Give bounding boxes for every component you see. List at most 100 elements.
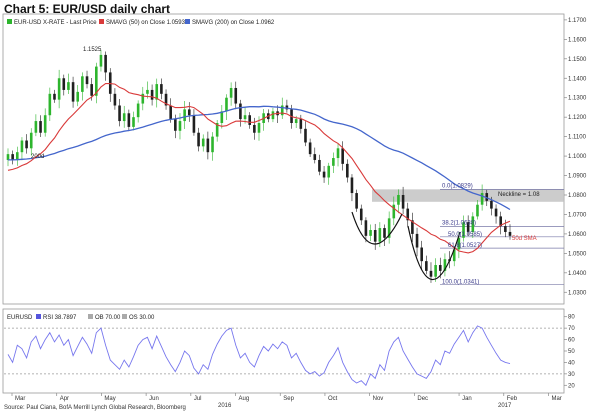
candle-body — [211, 136, 214, 153]
legend-swatch-price — [7, 19, 12, 24]
sma50-line — [7, 83, 511, 254]
candle-body — [150, 89, 154, 100]
year-label-2016: 2016 — [218, 403, 232, 409]
candle-body — [285, 105, 289, 110]
candle-body — [392, 204, 396, 219]
rsi-y-axis: 80 70 60 50 40 30 20 — [564, 315, 575, 389]
candle-body — [215, 123, 219, 137]
candle-body — [332, 158, 335, 166]
candle-body — [164, 93, 168, 106]
x-tick-label: Jan — [462, 396, 472, 402]
candle-body — [336, 148, 340, 159]
candle-body — [308, 142, 312, 155]
candle-body — [197, 132, 200, 147]
price-tick-label: 1.1300 — [568, 96, 587, 102]
candle-body — [271, 111, 275, 120]
fib-100-label: 100.0(1.0341) — [442, 279, 479, 285]
candle-body — [364, 220, 368, 236]
candle-body — [34, 121, 38, 133]
candle-body — [43, 115, 47, 133]
price-tick-label: 1.1400 — [568, 76, 587, 82]
rsi-legend-title: EURUSD — [7, 315, 33, 321]
fib-618-label: 61.8(1.0527) — [448, 243, 482, 249]
x-tick-label: Sep — [283, 396, 294, 402]
candle-body — [253, 124, 256, 133]
x-axis: Mar Apr May Jun Jul Aug Sep Oct Nov Dec Jan Feb Mar 2… — [11, 393, 562, 409]
candle-body — [178, 121, 182, 131]
candle-body — [57, 78, 61, 100]
x-tick-label: Jul — [194, 396, 202, 402]
candle-body — [169, 105, 172, 120]
candle-body — [48, 93, 52, 116]
candle-body — [341, 148, 344, 164]
x-tick-label: Dec — [417, 396, 428, 402]
x-tick-label: Mar — [551, 396, 561, 402]
candle-body — [322, 171, 326, 178]
candle-body — [192, 115, 196, 133]
candle-body — [504, 226, 507, 232]
x-tick-label: May — [104, 396, 115, 402]
candle-body — [71, 82, 75, 102]
candle-body — [508, 231, 512, 236]
x-tick-label: Nov — [373, 396, 384, 402]
candle-body — [201, 138, 205, 147]
neckline-band — [372, 189, 564, 202]
candle-body — [294, 119, 298, 124]
candle-body — [76, 91, 80, 102]
candle-body — [429, 270, 433, 277]
chart-title: Chart 5: EUR/USD daily chart — [4, 2, 171, 16]
candle-body — [234, 87, 238, 104]
candle-body — [499, 216, 503, 227]
candle-body — [401, 194, 405, 209]
price-tick-label: 1.0600 — [568, 232, 587, 238]
legend-label-sma50: SMAVG (50) on Close 1.0593 — [106, 20, 186, 26]
candle-body — [452, 249, 456, 262]
rsi-legend-ob: OB 70.00 — [95, 315, 121, 321]
candle-body — [104, 54, 107, 73]
candle-body — [53, 93, 56, 100]
candle-body — [378, 228, 382, 242]
candle-body — [397, 194, 400, 205]
rsi-line — [7, 325, 511, 387]
candle-body — [346, 163, 349, 178]
price-tick-label: 1.1000 — [568, 154, 587, 160]
x-tick-label: Apr — [60, 396, 69, 402]
price-legend: EUR-USD X-RATE - Last Price SMAVG (50) o… — [7, 19, 275, 26]
fib-0-label: 0.0(1.0829) — [442, 183, 473, 189]
candle-body — [457, 237, 461, 250]
rsi-tick-label: 50 — [568, 349, 575, 355]
price-tick-label: 1.1200 — [568, 115, 587, 121]
fib-50-label: 50.0(1.0585) — [448, 232, 482, 238]
candle-body — [387, 218, 391, 238]
candle-body — [239, 103, 242, 120]
candle-body — [355, 193, 358, 209]
price-tick-label: 1.1500 — [568, 57, 587, 63]
candle-body — [122, 113, 126, 122]
candle-body — [243, 115, 247, 120]
price-tick-label: 1.0700 — [568, 212, 587, 218]
x-tick-label: Feb — [507, 396, 518, 402]
candle-body — [225, 97, 228, 112]
chart-annotations: 1.1525 200d 0.0(1.0829) Neckline = 1.08 38.2… — [31, 47, 540, 285]
candle-body — [118, 105, 121, 122]
rsi-legend-os: OS 30.00 — [129, 315, 155, 321]
candle-body — [304, 128, 307, 143]
candle-body — [485, 193, 489, 201]
price-tick-label: 1.1100 — [568, 135, 587, 141]
candle-body — [373, 230, 377, 242]
candle-body — [369, 230, 372, 236]
candle-body — [313, 154, 317, 160]
candle-body — [113, 93, 117, 106]
candle-body — [85, 76, 89, 85]
candle-body — [318, 159, 321, 172]
rsi-panel-frame — [2, 308, 565, 394]
os-legend-swatch — [122, 314, 127, 319]
candle-body — [466, 222, 470, 232]
candle-body — [39, 121, 42, 133]
head-arc — [407, 225, 461, 281]
candle-body — [383, 228, 386, 238]
year-label-2017: 2017 — [498, 403, 512, 409]
candle-body — [248, 115, 252, 125]
rsi-legend-rsi: RSI 38.7897 — [43, 315, 77, 321]
